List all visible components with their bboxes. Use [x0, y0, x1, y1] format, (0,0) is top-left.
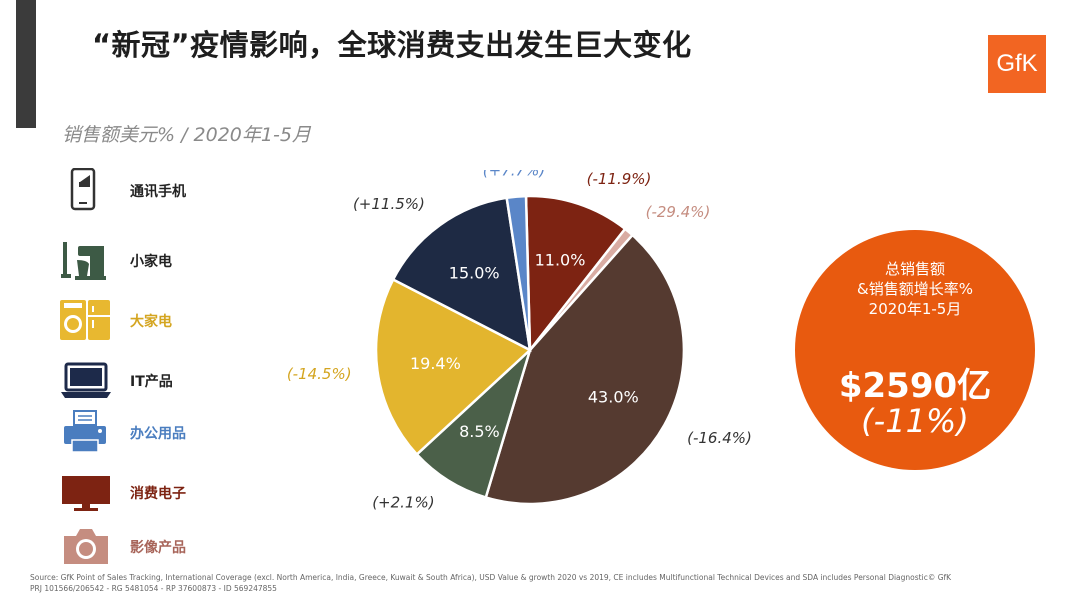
- accent-bar: [16, 0, 36, 128]
- badge-growth: (-11%): [861, 402, 969, 440]
- growth-label-it: (+11.5%): [353, 195, 425, 213]
- legend-label: 影像产品: [130, 540, 186, 556]
- legend-item-ce: 消费电子: [60, 470, 220, 514]
- legend-label: IT产品: [130, 374, 173, 390]
- growth-label-mobile: (-16.4%): [687, 429, 752, 447]
- legend-item-mobile: 通讯手机: [60, 168, 220, 212]
- pie-chart: 11.0% (-11.9%) (-29.4%) 43.0% (-16.4%) 8.5% (+…: [287, 170, 752, 512]
- share-label-small-appliance: 8.5%: [459, 422, 500, 441]
- legend-label: 消费电子: [130, 486, 186, 502]
- legend: 通讯手机 小家电 大家电 IT产品: [60, 168, 220, 568]
- legend-label: 小家电: [130, 254, 172, 270]
- footer-line: Source: GfK Point of Sales Tracking, Int…: [30, 573, 952, 582]
- growth-label-imaging: (-29.4%): [646, 203, 711, 221]
- growth-label-small-appliance: (+2.1%): [372, 494, 434, 512]
- pie-slice-it: [391, 196, 532, 353]
- large-appliance-icon: [60, 300, 110, 340]
- legend-label: 大家电: [130, 314, 172, 330]
- pie-slice-office: [505, 194, 532, 351]
- laptop-icon: [61, 362, 111, 398]
- footer-source: Source: GfK Point of Sales Tracking, Int…: [30, 572, 1030, 594]
- footer-line: PRJ 101566/206542 - RG 5481054 - RP 3760…: [30, 584, 277, 593]
- gfk-logo: GfK: [988, 35, 1046, 93]
- legend-item-it: IT产品: [60, 358, 220, 402]
- legend-item-small-appliance: 小家电: [60, 238, 220, 282]
- share-label-large-appliance: 19.4%: [410, 354, 461, 373]
- legend-item-imaging: 影像产品: [60, 524, 220, 568]
- growth-label-ce: (-11.9%): [587, 170, 652, 188]
- badge-subtitle: &销售额增长率%: [857, 280, 973, 298]
- pie-slice-large-appliance: [374, 277, 533, 457]
- badge-title: 总销售额: [884, 260, 945, 278]
- mobile-phone-icon: [70, 168, 96, 211]
- camera-icon: [64, 529, 108, 564]
- legend-label: 通讯手机: [130, 184, 186, 200]
- share-label-mobile: 43.0%: [588, 388, 639, 407]
- badge-amount: $2590亿: [838, 366, 992, 406]
- small-appliance-icon: [61, 242, 106, 280]
- page-title: “新冠”疫情影响，全球消费支出发生巨大变化: [92, 28, 692, 62]
- chart-subtitle: 销售额美元% / 2020年1-5月: [62, 124, 311, 146]
- pie-slice-ce: [524, 194, 627, 354]
- share-label-ce: 11.0%: [535, 250, 586, 269]
- tv-icon: [62, 476, 110, 511]
- legend-label: 办公用品: [130, 426, 186, 442]
- badge-period: 2020年1-5月: [868, 300, 962, 318]
- growth-label-large-appliance: (-14.5%): [287, 365, 352, 383]
- printer-icon: [64, 410, 106, 453]
- growth-label-office: (+7.7%): [483, 170, 545, 180]
- legend-item-office: 办公用品: [60, 410, 220, 454]
- pie-slice-mobile: [484, 233, 686, 506]
- share-label-it: 15.0%: [449, 264, 500, 283]
- total-sales-badge: 总销售额 &销售额增长率% 2020年1-5月 $2590亿 (-11%): [795, 230, 1035, 470]
- legend-item-large-appliance: 大家电: [60, 298, 220, 342]
